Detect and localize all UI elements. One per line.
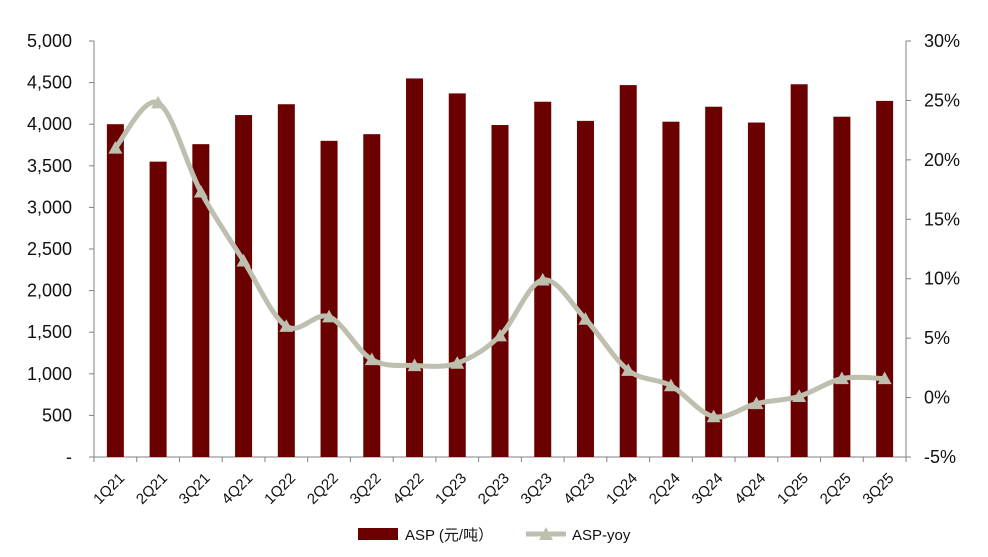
y-right-tick-label: -5% (924, 447, 956, 467)
y-left-tick-label: 2,000 (27, 281, 72, 301)
x-tick-label: 4Q23 (560, 470, 598, 508)
x-tick-label: 3Q22 (347, 470, 385, 508)
bar-asp-2Q24 (662, 121, 680, 457)
legend-swatch-yoy-marker (539, 527, 553, 540)
y-left-tick-label: - (66, 447, 72, 467)
legend: ASP (元/吨） ASP-yoy (358, 527, 631, 544)
bar-asp-2Q23 (491, 125, 509, 458)
bar-asp-3Q25 (876, 100, 894, 458)
y-left-tick-label: 3,500 (27, 156, 72, 176)
x-tick-label: 2Q24 (646, 470, 684, 508)
marker-asp-yoy-1Q22 (279, 319, 294, 332)
marker-asp-yoy-1Q25 (792, 389, 807, 402)
x-tick-label: 1Q25 (774, 470, 812, 508)
x-tick-label: 4Q24 (731, 470, 769, 508)
marker-asp-yoy-4Q23 (578, 312, 593, 325)
x-tick-label: 4Q22 (389, 470, 427, 508)
x-tick-label: 4Q21 (218, 470, 256, 508)
y-left-tick-label: 5,000 (27, 31, 72, 51)
bar-asp-4Q24 (747, 122, 765, 457)
bar-asp-1Q23 (448, 93, 466, 457)
bar-asp-4Q23 (576, 120, 594, 457)
x-tick-label: 2Q22 (304, 470, 342, 508)
x-tick-label: 3Q24 (689, 470, 727, 508)
y-left-tick-label: 500 (42, 405, 72, 425)
marker-asp-yoy-1Q23 (450, 356, 465, 369)
y-left-tick-label: 1,000 (27, 364, 72, 384)
marker-asp-yoy-4Q24 (749, 396, 764, 410)
marker-asp-yoy-2Q21 (151, 95, 166, 109)
marker-asp-yoy-4Q22 (407, 358, 422, 372)
marker-asp-yoy-3Q21 (193, 184, 208, 198)
bar-asp-3Q24 (705, 106, 723, 457)
marker-asp-yoy-3Q23 (535, 272, 550, 286)
marker-asp-yoy-3Q25 (877, 371, 892, 385)
x-tick-label: 2Q25 (817, 470, 855, 508)
y-right-tick-label: 25% (924, 90, 960, 110)
x-tick-label: 3Q25 (859, 470, 897, 508)
legend-label-yoy: ASP-yoy (572, 527, 631, 544)
x-tick-label: 1Q22 (261, 470, 299, 508)
bar-asp-2Q22 (320, 140, 338, 457)
x-tick-label: 1Q24 (603, 470, 641, 508)
marker-asp-yoy-2Q22 (322, 309, 337, 323)
y-right-tick-label: 10% (924, 269, 960, 289)
marker-asp-yoy-2Q25 (834, 371, 849, 385)
bar-asp-2Q25 (833, 116, 851, 457)
y-left-tick-label: 3,000 (27, 197, 72, 217)
bar-asp-2Q21 (149, 161, 167, 457)
y-left-tick-label: 2,500 (27, 239, 72, 259)
x-tick-label: 2Q23 (475, 470, 513, 508)
marker-asp-yoy-1Q24 (621, 363, 636, 376)
bar-asp-1Q21 (106, 124, 124, 457)
y-left-tick-label: 4,500 (27, 73, 72, 93)
y-right-tick-label: 0% (924, 388, 950, 408)
x-tick-label: 2Q21 (133, 470, 171, 508)
x-tick-label: 3Q23 (518, 470, 556, 508)
y-left-tick-label: 4,000 (27, 114, 72, 134)
marker-asp-yoy-3Q24 (706, 409, 721, 423)
y-left-tick-label: 1,500 (27, 322, 72, 342)
x-tick-label: 3Q21 (176, 470, 214, 508)
marker-asp-yoy-3Q22 (364, 352, 379, 366)
bar-asp-3Q21 (192, 144, 210, 457)
y-right-tick-label: 20% (924, 150, 960, 170)
y-right-tick-label: 15% (924, 209, 960, 229)
legend-label-asp: ASP (元/吨） (405, 527, 493, 544)
y-right-tick-label: 5% (924, 328, 950, 348)
bar-asp-3Q22 (363, 134, 381, 457)
y-right-tick-label: 30% (924, 31, 960, 51)
bar-asp-1Q22 (277, 104, 295, 458)
x-tick-label: 1Q23 (432, 470, 470, 508)
marker-asp-yoy-1Q21 (108, 140, 123, 154)
legend-swatch-asp (358, 528, 398, 540)
bar-asp-4Q22 (406, 78, 424, 457)
marker-asp-yoy-4Q21 (236, 253, 251, 267)
marker-asp-yoy-2Q24 (663, 378, 678, 392)
bar-asp-1Q24 (619, 85, 637, 457)
bar-asp-4Q21 (235, 115, 253, 457)
marker-asp-yoy-2Q23 (493, 328, 507, 342)
x-tick-label: 1Q21 (90, 470, 128, 508)
bar-asp-1Q25 (790, 84, 808, 457)
